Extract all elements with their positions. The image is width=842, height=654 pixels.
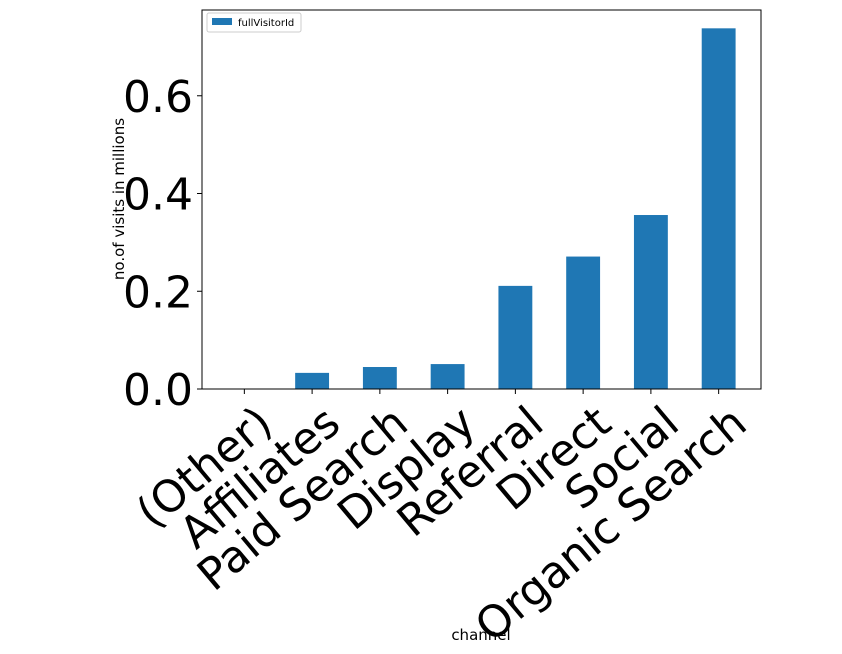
bar-direct <box>566 256 601 389</box>
x-axis-label: channel <box>451 626 510 644</box>
plot-area <box>202 10 761 389</box>
plot-frame <box>201 9 762 390</box>
y-tick-label: 0.0 <box>123 365 193 416</box>
legend: fullVisitorId <box>206 12 302 33</box>
bar-paid-search <box>362 367 397 389</box>
bar-social <box>633 215 668 389</box>
legend-box <box>206 12 302 33</box>
bar-organic-search <box>701 28 736 390</box>
y-tick-label: 0.6 <box>123 72 193 123</box>
bar-display <box>430 364 465 389</box>
y-axis-label: no.of visits in millions <box>110 118 128 280</box>
y-tick-label: 0.4 <box>123 170 193 221</box>
y-tick-label: 0.2 <box>123 267 193 318</box>
legend-swatch <box>212 18 232 25</box>
legend-label: fullVisitorId <box>238 18 294 29</box>
bar-referral <box>498 285 533 389</box>
y-axis-ticks: 0.0 0.2 0.4 0.6 <box>123 72 202 416</box>
bars-group <box>227 28 736 390</box>
bar-affiliates <box>295 372 330 389</box>
